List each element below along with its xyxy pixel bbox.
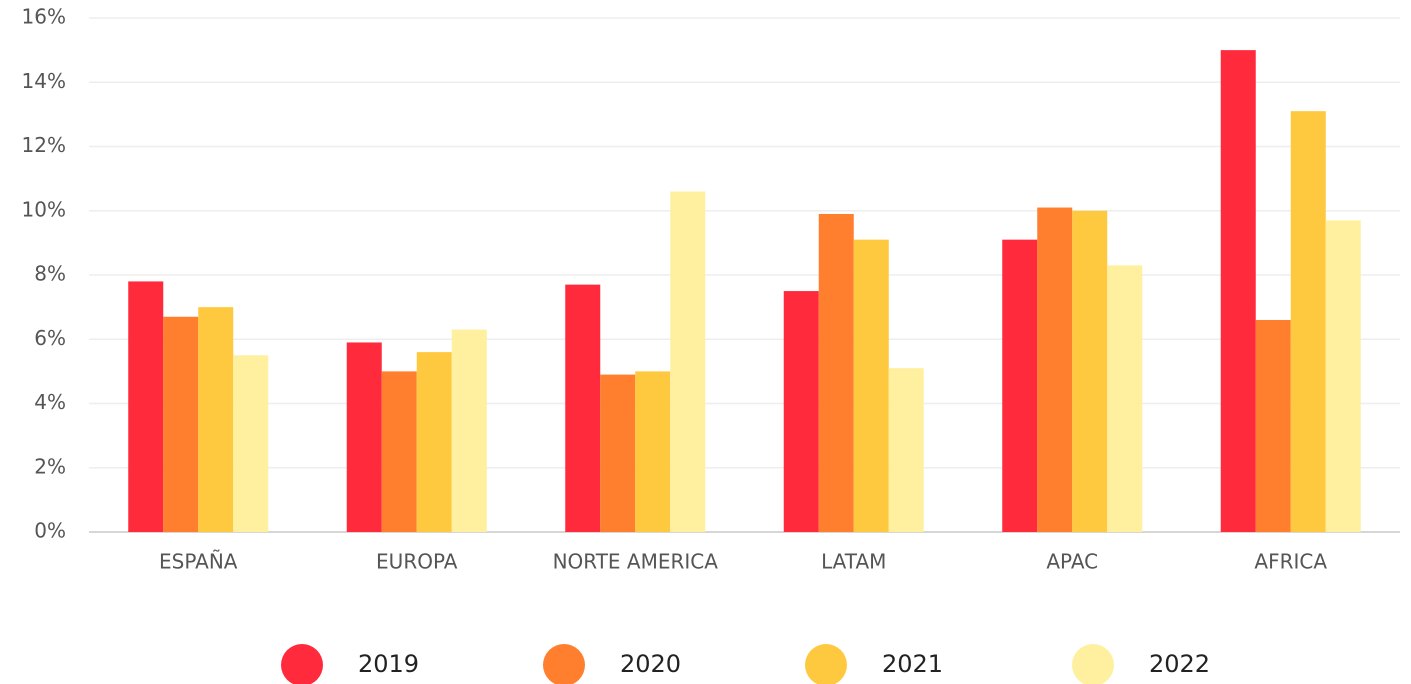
- y-tick-label: 8%: [34, 262, 66, 286]
- bar: [888, 368, 924, 532]
- legend-label: 2020: [620, 650, 681, 678]
- y-tick-label: 0%: [34, 519, 66, 543]
- bar: [1325, 220, 1361, 532]
- bar: [381, 371, 417, 532]
- x-tick-label: AFRICA: [1254, 550, 1327, 574]
- bar: [1220, 50, 1256, 532]
- bar: [346, 342, 382, 532]
- bar: [818, 213, 854, 532]
- bar: [163, 316, 199, 532]
- legend-swatch: [281, 644, 323, 684]
- y-tick-label: 6%: [34, 326, 66, 350]
- bar: [416, 352, 452, 532]
- y-tick-label: 4%: [34, 390, 66, 414]
- y-tick-label: 12%: [22, 133, 66, 157]
- bar: [635, 371, 671, 532]
- bar: [1037, 207, 1073, 532]
- y-tick-label: 10%: [22, 197, 66, 221]
- bar: [128, 281, 164, 532]
- bar: [198, 307, 234, 532]
- x-tick-label: NORTE AMERICA: [553, 550, 719, 574]
- bar: [670, 191, 706, 532]
- x-tick-label: LATAM: [821, 550, 886, 574]
- y-tick-label: 16%: [22, 5, 66, 29]
- legend-label: 2021: [882, 650, 943, 678]
- legend-swatch: [1072, 644, 1114, 684]
- bar: [233, 355, 269, 532]
- y-tick-label: 14%: [22, 69, 66, 93]
- bar: [1107, 265, 1143, 532]
- bar: [1290, 111, 1326, 532]
- legend-label: 2022: [1149, 650, 1210, 678]
- bar: [451, 329, 487, 532]
- x-tick-label: ESPAÑA: [159, 550, 238, 574]
- bar: [853, 239, 889, 532]
- bar: [600, 374, 636, 532]
- legend-swatch: [805, 644, 847, 684]
- bar: [783, 291, 819, 532]
- legend-label: 2019: [358, 650, 419, 678]
- bar: [1002, 239, 1038, 532]
- legend-swatch: [543, 644, 585, 684]
- bar: [1072, 210, 1108, 532]
- x-tick-label: EUROPA: [376, 550, 458, 574]
- y-tick-label: 2%: [34, 454, 66, 478]
- bar: [1255, 319, 1291, 532]
- bar: [565, 284, 601, 532]
- x-tick-label: APAC: [1046, 550, 1098, 574]
